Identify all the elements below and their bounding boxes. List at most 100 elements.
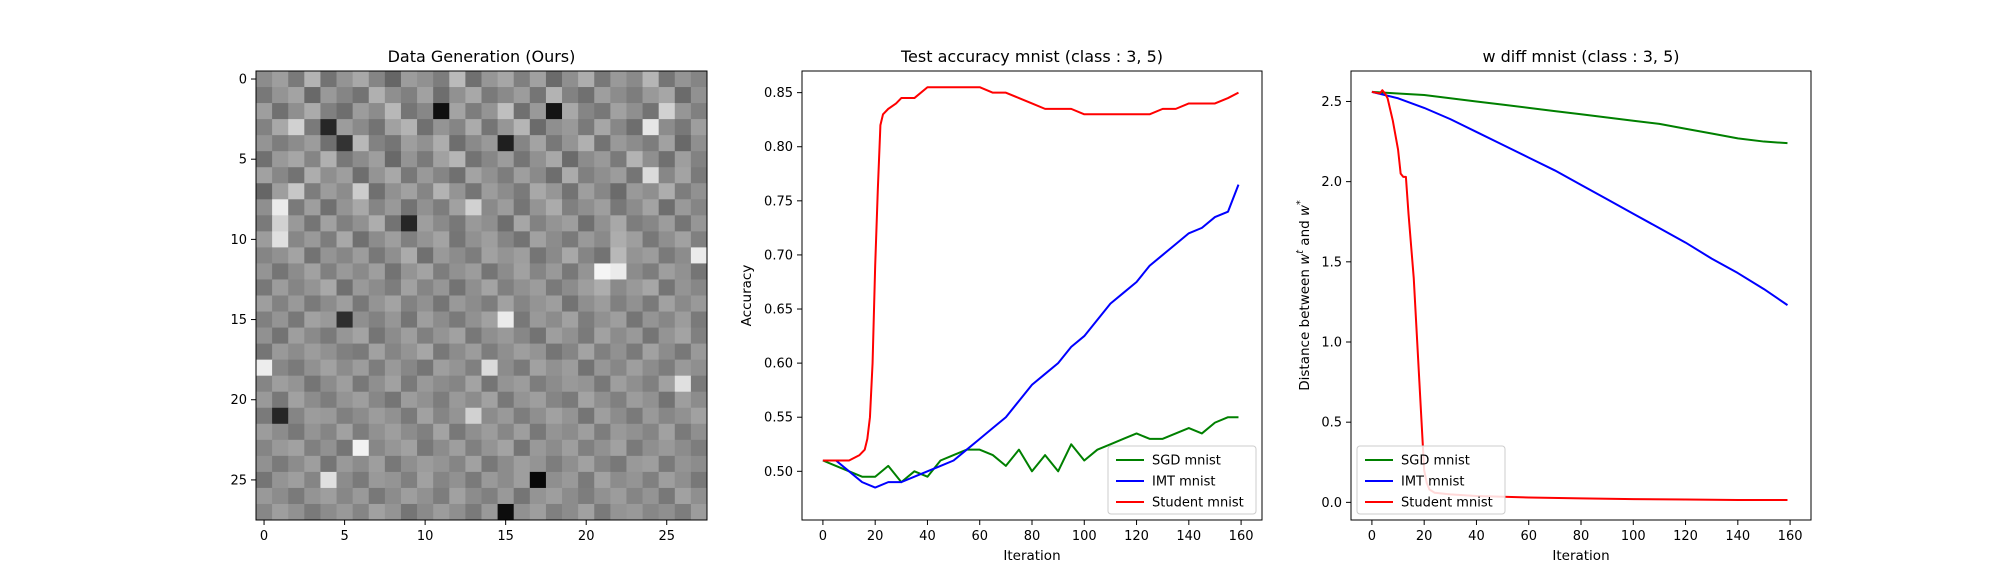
heatmap-cell — [497, 103, 515, 120]
heatmap-cell — [545, 167, 563, 184]
heatmap-cell — [674, 343, 692, 361]
heatmap-cell — [594, 279, 611, 296]
heatmap-cell — [336, 279, 354, 296]
heatmap-cell — [304, 359, 321, 377]
heatmap-cell — [384, 151, 402, 168]
heatmap-cell — [417, 375, 434, 393]
heatmap-cell — [481, 327, 499, 345]
heatmap-cell — [610, 247, 627, 264]
heatmap-cell — [513, 183, 531, 200]
heatmap-cell — [690, 183, 708, 200]
heatmap-cell — [320, 151, 337, 168]
heatmap-cell — [626, 487, 643, 505]
heatmap-cell — [352, 455, 370, 473]
heatmap-cell — [256, 487, 273, 505]
heatmap-cell — [545, 279, 563, 296]
heatmap-cell — [256, 167, 273, 184]
heatmap-cell — [288, 487, 305, 505]
heatmap-cell — [304, 343, 321, 361]
wdiff-ytick-label: 1.0 — [1321, 336, 1342, 351]
heatmap-cell — [578, 71, 595, 88]
heatmap-cell — [288, 87, 305, 104]
accuracy-ytick-label: 0.60 — [764, 357, 793, 372]
wdiff-ytick-label: 2.0 — [1321, 175, 1342, 190]
heatmap-cell — [352, 199, 370, 216]
heatmap-cell — [449, 455, 466, 473]
heatmap-cell — [545, 375, 563, 393]
heatmap-cell — [658, 471, 676, 489]
heatmap-cell — [417, 487, 434, 505]
heatmap-cell — [610, 167, 627, 184]
accuracy-ytick-label: 0.55 — [764, 411, 793, 426]
wdiff-legend-frame — [1356, 445, 1506, 515]
heatmap-cell — [320, 391, 337, 409]
heatmap-cell — [674, 199, 692, 216]
accuracy-ytick-label: 0.70 — [764, 248, 793, 263]
heatmap-cell — [626, 439, 643, 457]
heatmap-cell — [256, 231, 273, 248]
heatmap-cell — [481, 359, 499, 377]
heatmap-cell — [433, 103, 450, 120]
heatmap-cell — [481, 487, 499, 505]
heatmap-cell — [642, 327, 660, 345]
heatmap-cell — [497, 279, 515, 296]
accuracy-xtick-label: 40 — [919, 529, 936, 544]
heatmap-cell — [578, 455, 595, 473]
heatmap-cell — [594, 423, 611, 441]
heatmap-cell — [481, 135, 499, 152]
heatmap-cell — [513, 455, 531, 473]
heatmap-cell — [384, 391, 402, 409]
wdiff-ylabel-mid: and — [1297, 216, 1313, 250]
heatmap-cell — [610, 231, 627, 248]
accuracy-title: Test accuracy mnist (class : 3, 5) — [900, 47, 1163, 66]
heatmap-cell — [352, 119, 370, 136]
heatmap-cell — [562, 471, 579, 489]
wdiff-line-imt — [1371, 90, 1789, 306]
heatmap-cell — [320, 87, 337, 104]
heatmap-cell — [513, 135, 531, 152]
heatmap-cell — [352, 487, 370, 505]
heatmap-cell — [545, 423, 563, 441]
heatmap-cell — [594, 263, 611, 280]
heatmap-cell — [400, 135, 418, 152]
heatmap-cell — [481, 311, 499, 328]
heatmap-cell — [497, 439, 515, 457]
accuracy-legend-frame — [1107, 445, 1257, 515]
heatmap-cell — [545, 103, 563, 120]
heatmap-cell — [320, 295, 337, 312]
heatmap-cell — [320, 119, 337, 136]
heatmap-cell — [578, 247, 595, 264]
heatmap-cell — [642, 311, 660, 328]
heatmap-cell — [272, 151, 289, 168]
heatmap-cell — [626, 471, 643, 489]
heatmap-cell — [384, 87, 402, 104]
heatmap-cell — [320, 343, 337, 361]
heatmap-cell — [417, 295, 434, 312]
heatmap-cell — [272, 439, 289, 457]
heatmap-cell — [465, 391, 482, 409]
heatmap-cell — [513, 391, 531, 409]
heatmap-cell — [610, 343, 627, 361]
heatmap-cell — [642, 87, 660, 104]
heatmap-cell — [417, 247, 434, 264]
heatmap-cell — [578, 359, 595, 377]
heatmap-cell — [320, 439, 337, 457]
heatmap-cell — [658, 391, 676, 409]
heatmap-cell — [529, 167, 547, 184]
heatmap-cell — [658, 167, 676, 184]
heatmap-cell — [449, 183, 466, 200]
heatmap-cell — [417, 279, 434, 296]
heatmap-cell — [417, 135, 434, 152]
heatmap-cell — [417, 71, 434, 88]
heatmap-cell — [674, 327, 692, 345]
heatmap-cell — [594, 295, 611, 312]
heatmap-cell — [272, 263, 289, 280]
heatmap-cell — [578, 263, 595, 280]
accuracy-legend-label: IMT mnist — [1152, 475, 1216, 490]
heatmap-cell — [529, 455, 547, 473]
heatmap-cell — [642, 199, 660, 216]
heatmap-cell — [610, 407, 627, 425]
heatmap-cell — [562, 343, 579, 361]
heatmap-cell — [433, 71, 450, 88]
heatmap-cell — [465, 199, 482, 216]
